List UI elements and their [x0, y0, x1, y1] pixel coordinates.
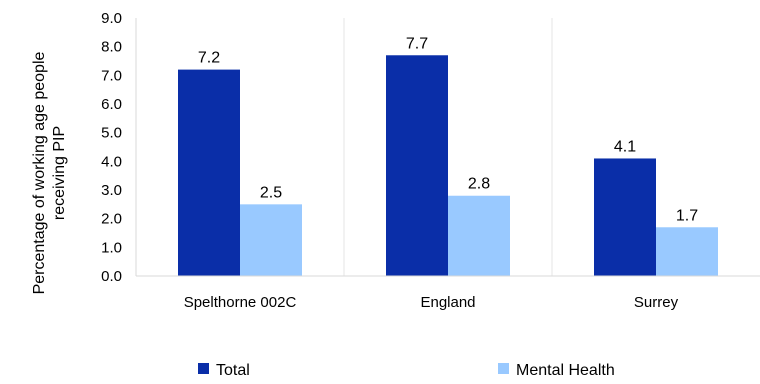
legend-label-total: Total [216, 362, 250, 379]
legend: Total Mental Health [198, 362, 615, 379]
bar [448, 195, 510, 276]
y-tick-label: 2.0 [101, 211, 122, 228]
x-category-label: Surrey [634, 294, 679, 311]
data-label: 7.2 [198, 50, 220, 67]
data-label: 1.7 [676, 207, 698, 224]
legend-label-mental-health: Mental Health [516, 362, 615, 379]
y-tick-label: 8.0 [101, 39, 122, 56]
y-tick-label: 5.0 [101, 125, 122, 142]
y-tick-label: 6.0 [101, 96, 122, 113]
y-tick-labels: 0.0 1.0 2.0 3.0 4.0 5.0 6.0 7.0 8.0 9.0 [101, 10, 122, 285]
y-tick-label: 0.0 [101, 268, 122, 285]
y-tick-label: 4.0 [101, 153, 122, 170]
bar [178, 69, 240, 276]
data-labels: 7.2 2.5 7.7 2.8 4.1 1.7 [198, 35, 698, 224]
bars-layer [178, 55, 718, 277]
bar [594, 158, 656, 276]
y-tick-label: 9.0 [101, 10, 122, 27]
grid-layer [343, 18, 553, 276]
x-category-label: Spelthorne 002C [184, 294, 297, 311]
bar [386, 55, 448, 277]
y-axis-title: Percentage of working age people receivi… [31, 51, 68, 294]
data-label: 2.8 [468, 176, 490, 193]
data-label: 4.1 [614, 138, 636, 155]
data-label: 7.7 [406, 35, 428, 52]
y-tick-label: 1.0 [101, 239, 122, 256]
y-axis-title-line-1: Percentage of working age people [31, 51, 48, 294]
data-label: 2.5 [260, 184, 282, 201]
legend-swatch-mental-health [498, 363, 509, 374]
axis-layer [135, 18, 760, 277]
bar [240, 204, 302, 276]
y-axis-title-line-2: receiving PIP [51, 126, 68, 220]
x-category-label: England [420, 294, 475, 311]
x-category-labels: Spelthorne 002C England Surrey [184, 294, 679, 311]
y-tick-label: 7.0 [101, 67, 122, 84]
bar [656, 227, 718, 276]
y-tick-label: 3.0 [101, 182, 122, 199]
legend-swatch-total [198, 363, 209, 374]
